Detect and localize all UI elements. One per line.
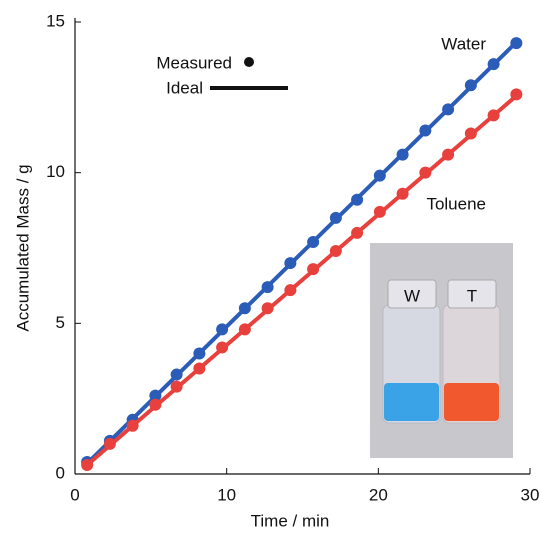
data-point	[307, 263, 320, 276]
y-tick-label: 15	[46, 11, 65, 30]
data-point	[284, 284, 297, 297]
data-point	[238, 323, 251, 336]
data-point	[464, 127, 477, 140]
data-point	[464, 79, 477, 92]
data-point	[307, 235, 320, 248]
x-tick-label: 20	[369, 485, 388, 504]
data-point	[126, 419, 139, 432]
x-tick-label: 0	[70, 485, 79, 504]
data-point	[442, 148, 455, 161]
data-point	[81, 458, 94, 471]
data-point	[487, 58, 500, 71]
legend-label: Ideal	[166, 78, 203, 97]
legend-label: Measured	[156, 53, 232, 72]
x-axis-label: Time / min	[251, 511, 330, 530]
data-point	[329, 245, 342, 258]
data-point	[103, 437, 116, 450]
y-tick-label: 10	[46, 162, 65, 181]
data-point	[396, 148, 409, 161]
data-point	[284, 257, 297, 270]
data-point	[238, 302, 251, 315]
data-point	[419, 124, 432, 137]
data-point	[442, 103, 455, 116]
inset-label: T	[467, 286, 477, 305]
data-point	[351, 193, 364, 206]
data-point	[261, 302, 274, 315]
data-point	[373, 205, 386, 218]
data-point	[149, 389, 162, 402]
legend-marker	[244, 57, 254, 67]
data-point	[373, 169, 386, 182]
data-point	[510, 37, 523, 50]
y-axis-label: Accumulated Mass / g	[13, 164, 32, 331]
data-point	[351, 226, 364, 239]
data-point	[487, 109, 500, 122]
data-point	[216, 323, 229, 336]
data-point	[193, 347, 206, 360]
inset-photo: W T	[370, 243, 513, 458]
inset-label: W	[404, 286, 420, 305]
data-point	[193, 362, 206, 375]
x-tick-label: 30	[521, 485, 540, 504]
data-point	[170, 368, 183, 381]
series-label: Toluene	[426, 194, 486, 213]
y-tick-label: 0	[56, 463, 65, 482]
data-point	[419, 166, 432, 179]
series-label: Water	[441, 34, 486, 53]
data-point	[216, 341, 229, 354]
data-point	[149, 398, 162, 411]
data-point	[170, 380, 183, 393]
data-point	[261, 281, 274, 294]
data-point	[329, 211, 342, 224]
data-point	[396, 187, 409, 200]
x-tick-label: 10	[217, 485, 236, 504]
y-tick-label: 5	[56, 313, 65, 332]
data-point	[510, 88, 523, 101]
